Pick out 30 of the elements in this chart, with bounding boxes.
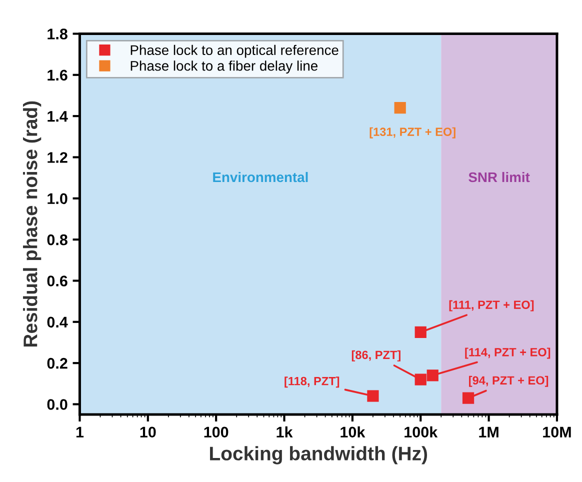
x-axis-title: Locking bandwidth (Hz) bbox=[210, 446, 428, 464]
y-tick-label: 0.2 bbox=[47, 358, 68, 369]
x-tick-label: 100 bbox=[204, 426, 228, 438]
annotation: [111, PZT + EO] bbox=[449, 300, 534, 312]
annotation: [131, PZT + EO] bbox=[370, 127, 456, 138]
band-label: SNR limit bbox=[468, 172, 530, 182]
y-tick-label: 1.2 bbox=[48, 152, 68, 163]
x-tick-label: 1M bbox=[479, 426, 498, 438]
y-tick-label: 0.0 bbox=[47, 399, 68, 410]
x-tick-label: 10 bbox=[140, 426, 156, 438]
y-tick-label: 0.4 bbox=[47, 316, 68, 328]
annotation: [94, PZT + EO] bbox=[469, 376, 548, 387]
band-label: Environmental bbox=[213, 172, 308, 182]
y-axis-title: Residual phase noise (rad) bbox=[23, 101, 42, 347]
legend-label: Phase lock to a fiber delay line bbox=[130, 60, 318, 74]
y-tick-label: 1.8 bbox=[48, 28, 68, 40]
y-tick-label: 1.0 bbox=[48, 193, 68, 204]
x-tick-label: 10k bbox=[340, 426, 366, 438]
annotation: [114, PZT + EO] bbox=[465, 348, 550, 359]
x-tick-label: 1k bbox=[276, 426, 293, 438]
y-tick-label: 1.6 bbox=[48, 70, 68, 81]
y-tick-label: 0.8 bbox=[47, 234, 68, 246]
annotation: [118, PZT] bbox=[284, 376, 340, 388]
y-tick-label: 1.4 bbox=[48, 111, 68, 122]
x-tick-label: 100k bbox=[404, 426, 438, 438]
annotation: [86, PZT] bbox=[352, 350, 400, 362]
y-tick-label: 0.6 bbox=[47, 276, 68, 286]
x-tick-label: 10M bbox=[543, 426, 571, 438]
x-tick-label: 1 bbox=[76, 426, 84, 438]
legend-label: Phase lock to an optical reference bbox=[130, 44, 338, 58]
